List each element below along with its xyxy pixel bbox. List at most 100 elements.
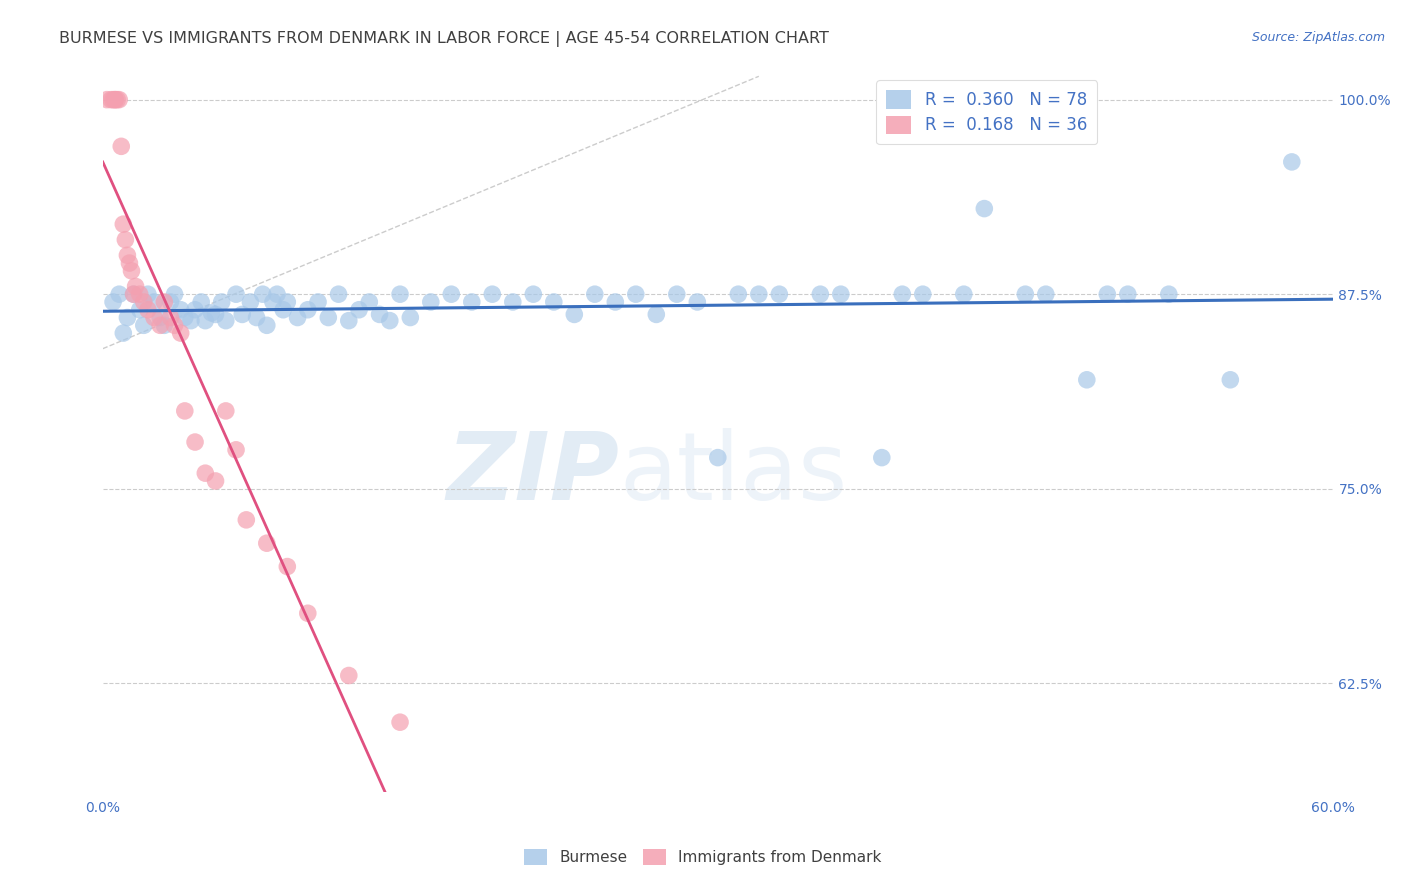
- Point: [153, 318, 176, 333]
- Point: [211, 295, 233, 310]
- Point: [359, 295, 381, 310]
- Point: [231, 307, 253, 321]
- Point: [307, 295, 329, 310]
- Point: [440, 287, 463, 301]
- Point: [104, 93, 127, 107]
- Point: [124, 279, 146, 293]
- Text: ZIP: ZIP: [447, 428, 620, 520]
- Point: [122, 287, 145, 301]
- Point: [502, 295, 524, 310]
- Point: [337, 313, 360, 327]
- Point: [204, 474, 226, 488]
- Legend: Burmese, Immigrants from Denmark: Burmese, Immigrants from Denmark: [519, 843, 887, 871]
- Point: [108, 287, 131, 301]
- Point: [727, 287, 749, 301]
- Point: [105, 93, 128, 107]
- Point: [583, 287, 606, 301]
- Point: [100, 93, 122, 107]
- Point: [378, 313, 401, 327]
- Point: [163, 318, 186, 333]
- Point: [122, 287, 145, 301]
- Point: [101, 295, 124, 310]
- Point: [184, 302, 207, 317]
- Point: [748, 287, 770, 301]
- Legend: R =  0.360   N = 78, R =  0.168   N = 36: R = 0.360 N = 78, R = 0.168 N = 36: [876, 80, 1097, 145]
- Point: [266, 287, 288, 301]
- Point: [128, 287, 150, 301]
- Point: [543, 295, 565, 310]
- Point: [194, 466, 217, 480]
- Text: atlas: atlas: [620, 428, 848, 520]
- Point: [112, 326, 135, 340]
- Point: [170, 302, 193, 317]
- Point: [1219, 373, 1241, 387]
- Point: [143, 295, 166, 310]
- Point: [287, 310, 309, 325]
- Point: [153, 295, 176, 310]
- Point: [163, 287, 186, 301]
- Point: [239, 295, 262, 310]
- Point: [235, 513, 257, 527]
- Point: [389, 715, 412, 730]
- Point: [1157, 287, 1180, 301]
- Point: [132, 318, 155, 333]
- Point: [389, 287, 412, 301]
- Point: [830, 287, 852, 301]
- Point: [143, 310, 166, 325]
- Point: [891, 287, 914, 301]
- Point: [318, 310, 340, 325]
- Point: [112, 217, 135, 231]
- Point: [173, 310, 195, 325]
- Point: [1116, 287, 1139, 301]
- Point: [419, 295, 441, 310]
- Point: [200, 306, 222, 320]
- Point: [121, 264, 143, 278]
- Point: [768, 287, 790, 301]
- Point: [149, 310, 172, 325]
- Point: [1014, 287, 1036, 301]
- Text: BURMESE VS IMMIGRANTS FROM DENMARK IN LABOR FORCE | AGE 45-54 CORRELATION CHART: BURMESE VS IMMIGRANTS FROM DENMARK IN LA…: [59, 31, 830, 47]
- Point: [136, 287, 159, 301]
- Point: [159, 310, 181, 325]
- Point: [262, 295, 284, 310]
- Point: [461, 295, 484, 310]
- Point: [347, 302, 370, 317]
- Point: [481, 287, 503, 301]
- Point: [96, 93, 118, 107]
- Point: [245, 310, 267, 325]
- Point: [645, 307, 668, 321]
- Point: [1035, 287, 1057, 301]
- Point: [297, 606, 319, 620]
- Point: [173, 404, 195, 418]
- Point: [1076, 373, 1098, 387]
- Point: [562, 307, 585, 321]
- Point: [215, 313, 238, 327]
- Point: [686, 295, 709, 310]
- Point: [149, 318, 172, 333]
- Point: [911, 287, 934, 301]
- Point: [328, 287, 350, 301]
- Point: [605, 295, 627, 310]
- Point: [170, 326, 193, 340]
- Point: [665, 287, 688, 301]
- Point: [117, 248, 139, 262]
- Point: [808, 287, 831, 301]
- Point: [1097, 287, 1119, 301]
- Point: [184, 435, 207, 450]
- Point: [159, 295, 181, 310]
- Point: [522, 287, 544, 301]
- Point: [297, 302, 319, 317]
- Point: [108, 93, 131, 107]
- Point: [337, 668, 360, 682]
- Point: [252, 287, 274, 301]
- Point: [110, 139, 132, 153]
- Point: [256, 536, 278, 550]
- Point: [707, 450, 730, 465]
- Point: [104, 93, 127, 107]
- Point: [128, 302, 150, 317]
- Point: [973, 202, 995, 216]
- Point: [225, 442, 247, 457]
- Point: [118, 256, 141, 270]
- Point: [399, 310, 422, 325]
- Point: [870, 450, 893, 465]
